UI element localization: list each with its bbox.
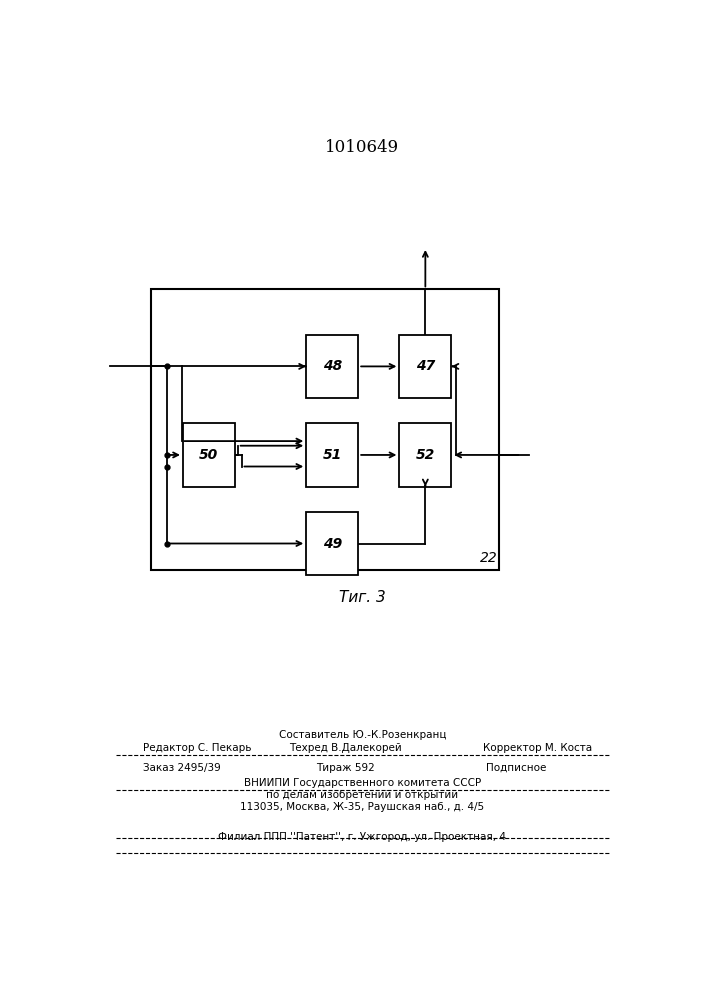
Text: 1010649: 1010649 — [325, 139, 399, 156]
Text: Подписное: Подписное — [486, 763, 546, 773]
Text: Корректор М. Коста: Корректор М. Коста — [483, 743, 592, 753]
Text: Техред В.Далекорей: Техред В.Далекорей — [290, 743, 402, 753]
Text: 52: 52 — [416, 448, 435, 462]
Bar — [399, 335, 451, 398]
Text: Τиг. 3: Τиг. 3 — [339, 590, 386, 605]
Text: Заказ 2495/39: Заказ 2495/39 — [144, 763, 221, 773]
Text: 22: 22 — [480, 551, 498, 565]
Text: 49: 49 — [322, 536, 341, 550]
Text: 47: 47 — [416, 359, 435, 373]
Text: Тираж 592: Тираж 592 — [317, 763, 375, 773]
Bar — [306, 335, 358, 398]
Text: ВНИИПИ Государственного комитета СССР: ВНИИПИ Государственного комитета СССР — [244, 778, 481, 788]
Text: 51: 51 — [322, 448, 341, 462]
Text: Редактор С. Пекарь: Редактор С. Пекарь — [144, 743, 252, 753]
Bar — [399, 423, 451, 487]
Text: 50: 50 — [199, 448, 218, 462]
Bar — [183, 423, 235, 487]
Text: Составитель Ю.-К.Розенкранц: Составитель Ю.-К.Розенкранц — [279, 730, 446, 740]
Bar — [306, 512, 358, 575]
Text: Филиал ППП ''Патент'', г. Ужгород, ул. Проектная, 4: Филиал ППП ''Патент'', г. Ужгород, ул. П… — [218, 832, 506, 842]
Bar — [151, 289, 499, 570]
Text: 113035, Москва, Ж-35, Раушская наб., д. 4/5: 113035, Москва, Ж-35, Раушская наб., д. … — [240, 802, 484, 812]
Text: 48: 48 — [322, 359, 341, 373]
Bar — [306, 423, 358, 487]
Text: по делам изобретений и открытий: по делам изобретений и открытий — [267, 790, 458, 800]
